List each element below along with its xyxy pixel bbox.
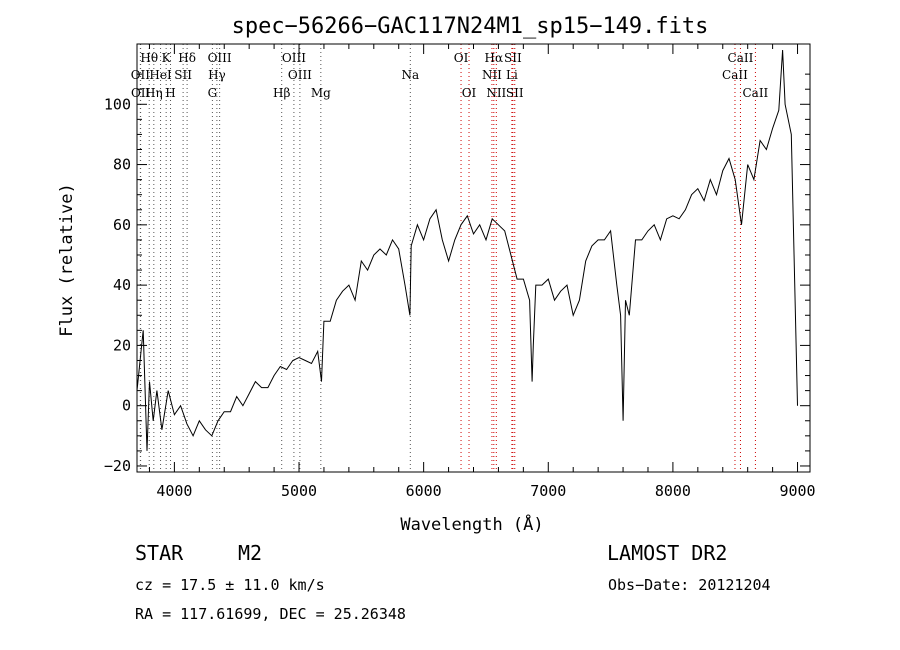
line-label: NII	[482, 68, 502, 82]
line-label: Li	[506, 68, 518, 82]
x-tick-label: 6000	[406, 482, 442, 500]
line-label: Na	[401, 68, 419, 82]
line-label: HeI	[149, 68, 172, 82]
plot-frame	[136, 43, 811, 473]
plot-axes: 4000 5000 6000 7000 8000 9000 −20 0 20 40 60 80 100	[104, 43, 816, 500]
x-axis-label: Wavelength (Å)	[400, 513, 543, 535]
y-tick-label: 100	[104, 95, 131, 113]
line-label: OIII	[282, 51, 306, 65]
line-label: NII	[486, 86, 506, 100]
redshift-text: cz = 17.5 ± 11.0 km/s	[135, 576, 325, 594]
line-label: CaII	[728, 51, 754, 65]
y-tick-label: 20	[113, 336, 131, 354]
line-label: Hθ	[140, 51, 158, 65]
line-label: Hδ	[178, 51, 196, 65]
line-label: SII	[504, 51, 522, 65]
spectrum-line	[136, 49, 798, 451]
line-label: OIII	[288, 68, 312, 82]
line-label: G	[208, 86, 218, 100]
x-tick-label: 9000	[779, 482, 815, 500]
line-label: OII	[131, 86, 151, 100]
spectrum-series	[136, 49, 798, 451]
y-axis-label: Flux (relative)	[57, 183, 77, 337]
line-label: H	[165, 86, 175, 100]
line-label: SII	[506, 86, 524, 100]
line-label: OII	[131, 68, 151, 82]
line-label: CaII	[742, 86, 768, 100]
object-class: STAR	[135, 541, 184, 565]
y-tick-label: 40	[113, 276, 131, 294]
x-tick-label: 8000	[655, 482, 691, 500]
x-tick-label: 4000	[156, 482, 192, 500]
y-tick-label: 0	[122, 397, 131, 415]
x-tick-label: 5000	[281, 482, 317, 500]
obs-date-text: Obs−Date: 20121204	[608, 576, 771, 594]
line-label: OI	[462, 86, 477, 100]
line-label: Hη	[145, 86, 163, 100]
survey-name: LAMOST DR2	[607, 541, 728, 565]
line-label: Hα	[485, 51, 504, 65]
line-label: CaII	[722, 68, 748, 82]
y-tick-label: −20	[104, 457, 131, 475]
line-label: OI	[454, 51, 469, 65]
object-subclass: M2	[238, 541, 263, 565]
line-label: Hγ	[208, 68, 226, 82]
x-tick-label: 7000	[530, 482, 566, 500]
coordinates-text: RA = 117.61699, DEC = 25.26348	[135, 605, 406, 623]
y-tick-label: 60	[113, 216, 131, 234]
y-tick-label: 80	[113, 156, 131, 174]
line-label: Mg	[311, 86, 331, 100]
line-label: OIII	[208, 51, 232, 65]
line-label: SII	[174, 68, 192, 82]
chart-title: spec−56266−GAC117N24M1_sp15−149.fits	[232, 14, 709, 39]
line-label: K	[162, 51, 172, 65]
line-label: Hβ	[273, 86, 290, 100]
